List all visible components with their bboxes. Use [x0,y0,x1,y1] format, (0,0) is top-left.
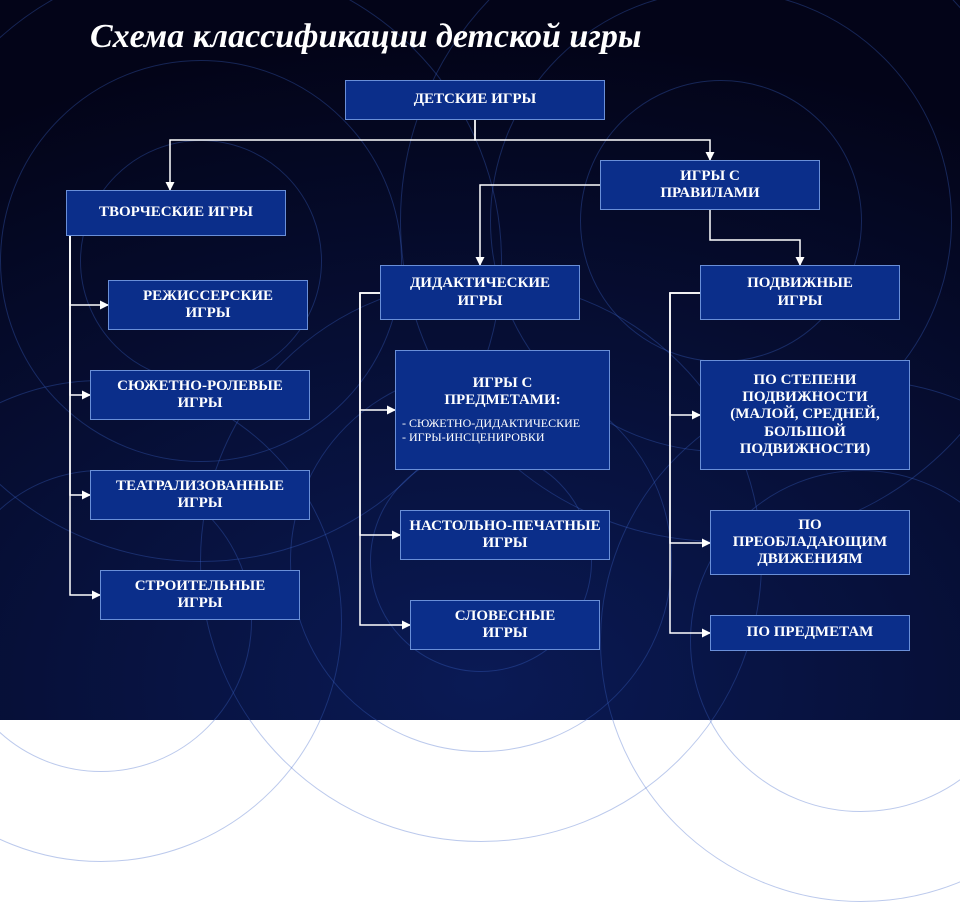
node-theatre: ТЕАТРАЛИЗОВАННЫЕ ИГРЫ [90,470,310,520]
node-sublabel: - СЮЖЕТНО-ДИДАКТИЧЕСКИЕ - ИГРЫ-ИНСЦЕНИРО… [402,417,603,445]
node-label: ДИДАКТИЧЕСКИЕ ИГРЫ [410,275,550,310]
node-movement: ПО ПРЕОБЛАДАЮЩИМ ДВИЖЕНИЯМ [710,510,910,575]
node-rules: ИГРЫ С ПРАВИЛАМИ [600,160,820,210]
node-label: ИГРЫ С ПРАВИЛАМИ [660,168,759,203]
node-didactic: ДИДАКТИЧЕСКИЕ ИГРЫ [380,265,580,320]
node-byobjects: ПО ПРЕДМЕТАМ [710,615,910,651]
node-label: ТВОРЧЕСКИЕ ИГРЫ [99,204,253,221]
node-active: ПОДВИЖНЫЕ ИГРЫ [700,265,900,320]
node-build: СТРОИТЕЛЬНЫЕ ИГРЫ [100,570,300,620]
node-label: НАСТОЛЬНО-ПЕЧАТНЫЕ ИГРЫ [409,518,600,553]
node-label: ДЕТСКИЕ ИГРЫ [414,91,537,108]
node-root: ДЕТСКИЕ ИГРЫ [345,80,605,120]
node-label: ТЕАТРАЛИЗОВАННЫЕ ИГРЫ [116,478,284,513]
node-label: ИГРЫ С ПРЕДМЕТАМИ: [444,375,560,410]
node-label: ПОДВИЖНЫЕ ИГРЫ [747,275,853,310]
node-creative: ТВОРЧЕСКИЕ ИГРЫ [66,190,286,236]
node-objects: ИГРЫ С ПРЕДМЕТАМИ: - СЮЖЕТНО-ДИДАКТИЧЕСКИ… [395,350,610,470]
node-verbal: СЛОВЕСНЫЕ ИГРЫ [410,600,600,650]
node-label: ПО СТЕПЕНИ ПОДВИЖНОСТИ (МАЛОЙ, СРЕДНЕЙ, … [730,372,879,458]
node-label: СТРОИТЕЛЬНЫЕ ИГРЫ [135,578,266,613]
node-label: СЮЖЕТНО-РОЛЕВЫЕ ИГРЫ [117,378,283,413]
node-mobility: ПО СТЕПЕНИ ПОДВИЖНОСТИ (МАЛОЙ, СРЕДНЕЙ, … [700,360,910,470]
node-print: НАСТОЛЬНО-ПЕЧАТНЫЕ ИГРЫ [400,510,610,560]
node-label: РЕЖИССЕРСКИЕ ИГРЫ [143,288,273,323]
node-label: СЛОВЕСНЫЕ ИГРЫ [455,608,556,643]
node-role: СЮЖЕТНО-РОЛЕВЫЕ ИГРЫ [90,370,310,420]
page-title: Схема классификации детской игры [90,18,641,56]
node-label: ПО ПРЕДМЕТАМ [747,624,874,641]
node-director: РЕЖИССЕРСКИЕ ИГРЫ [108,280,308,330]
node-label: ПО ПРЕОБЛАДАЮЩИМ ДВИЖЕНИЯМ [733,517,887,569]
